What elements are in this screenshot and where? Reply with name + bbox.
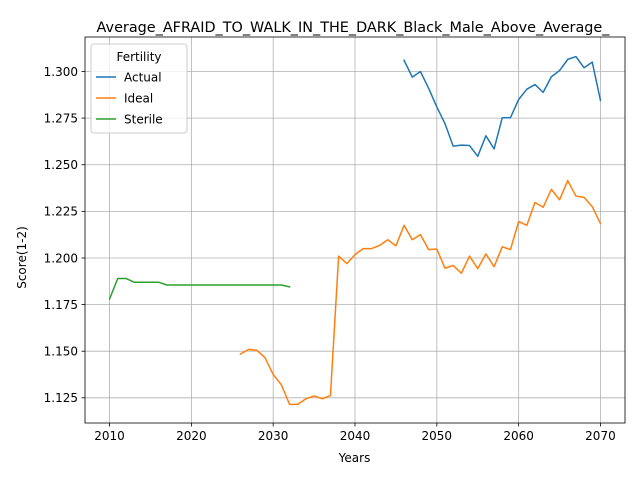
- series-line-ideal: [239, 179, 602, 406]
- legend-frame: [90, 43, 188, 134]
- legend: Fertility Actual Ideal Sterile: [90, 43, 188, 134]
- legend-label-actual: Actual: [124, 70, 162, 84]
- y-axis-label: Score(1-2): [15, 226, 29, 289]
- legend-label-ideal: Ideal: [124, 91, 153, 105]
- series-lines: [108, 55, 602, 406]
- x-tick-label: 2040: [340, 429, 371, 443]
- y-tick-label: 1.150: [44, 345, 78, 359]
- y-tick-label: 1.200: [44, 251, 78, 265]
- y-tick-label: 1.225: [44, 205, 78, 219]
- y-tick-label: 1.250: [44, 158, 78, 172]
- x-tick-label: 2070: [585, 429, 616, 443]
- x-tick-label: 2020: [176, 429, 207, 443]
- series-line-actual: [403, 55, 602, 158]
- x-tick-label: 2030: [258, 429, 289, 443]
- y-tick-label: 1.125: [44, 391, 78, 405]
- chart-title: Average_AFRAID_TO_WALK_IN_THE_DARK_Black…: [97, 20, 611, 36]
- y-tick-label: 1.300: [44, 65, 78, 79]
- x-tick-label: 2050: [422, 429, 453, 443]
- x-axis-label: Years: [338, 451, 371, 465]
- legend-title: Fertility: [116, 50, 161, 64]
- x-tick-label: 2010: [94, 429, 125, 443]
- y-tick-label: 1.275: [44, 111, 78, 125]
- legend-label-sterile: Sterile: [124, 112, 163, 126]
- y-tick-label: 1.175: [44, 298, 78, 312]
- grid: [85, 37, 625, 423]
- x-axis-ticks: 2010 2020 2030 2040 2050 2060 2070: [94, 423, 616, 443]
- y-axis-ticks: 1.125 1.150 1.175 1.200 1.225 1.250 1.275 1.300: [44, 65, 85, 405]
- x-tick-label: 2060: [503, 429, 534, 443]
- series-line-sterile: [108, 277, 291, 300]
